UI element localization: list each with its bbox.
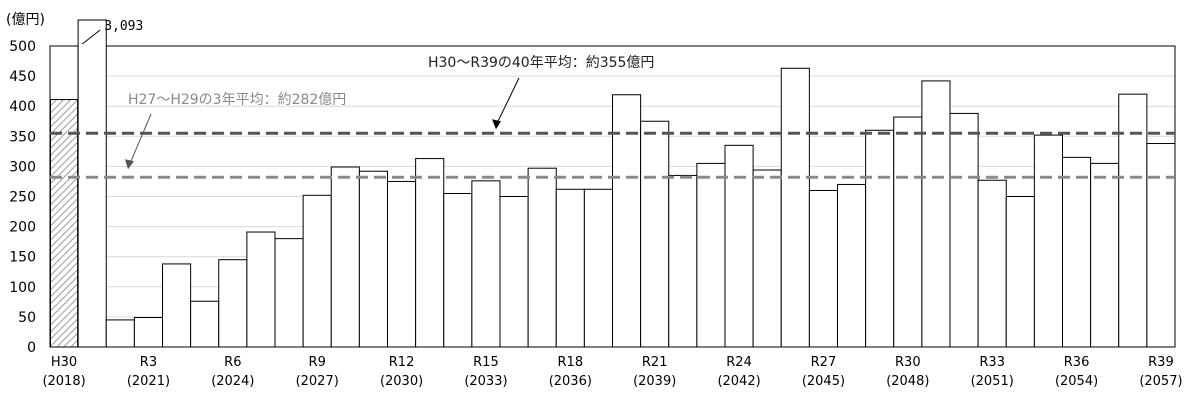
bar-R37 bbox=[1090, 162, 1120, 348]
callout-leader bbox=[81, 29, 101, 45]
bar-R29 bbox=[865, 129, 895, 348]
x-tick-year-label: (2021) bbox=[127, 374, 170, 389]
bar-R7 bbox=[246, 231, 276, 348]
x-tick-year-label: (2051) bbox=[971, 374, 1014, 389]
y-tick-label: 100 bbox=[9, 280, 36, 296]
bar-R9 bbox=[302, 194, 332, 348]
y-tick-label: 450 bbox=[9, 69, 36, 85]
bar-R34 bbox=[1005, 196, 1035, 348]
x-tick-era-label: H30 bbox=[51, 355, 77, 370]
x-tick-era-label: R18 bbox=[558, 355, 584, 370]
x-tick-era-label: R3 bbox=[140, 355, 157, 370]
bar-R3 bbox=[133, 317, 163, 348]
reference-lines bbox=[50, 131, 1175, 179]
x-tick-era-label: R39 bbox=[1148, 355, 1174, 370]
bar-R4 bbox=[162, 263, 192, 348]
bar-R21 bbox=[640, 120, 670, 348]
bar-R38 bbox=[1118, 93, 1148, 348]
y-tick-label: 150 bbox=[9, 250, 36, 266]
avg-40yr-label: H30〜R39の40年平均：約355億円 bbox=[428, 55, 654, 71]
x-tick-era-label: R33 bbox=[979, 355, 1005, 370]
x-tick-era-label: R21 bbox=[642, 355, 668, 370]
bar-R13 bbox=[415, 158, 445, 348]
avg-3yr-arrow bbox=[130, 113, 152, 162]
y-tick-label: 300 bbox=[9, 159, 36, 175]
y-axis-unit-label: (億円) bbox=[6, 12, 45, 28]
bar-R27 bbox=[808, 189, 838, 348]
bar-R23 bbox=[696, 162, 726, 348]
y-tick-label: 400 bbox=[9, 99, 36, 115]
avg-3yr-arrowhead bbox=[125, 159, 134, 170]
bar-R20 bbox=[612, 94, 642, 348]
bar-R10 bbox=[330, 166, 360, 348]
x-tick-era-label: R27 bbox=[811, 355, 837, 370]
y-tick-label: 350 bbox=[9, 129, 36, 145]
bar-R39 bbox=[1146, 143, 1176, 348]
y-tick-label: 500 bbox=[9, 39, 36, 55]
y-tick-label: 50 bbox=[18, 310, 36, 326]
avg-3yr-label: H27〜H29の3年平均：約282億円 bbox=[128, 92, 346, 108]
bar-R18 bbox=[555, 188, 585, 348]
y-tick-label: 250 bbox=[9, 190, 36, 206]
callout-label: 3,093 bbox=[104, 19, 143, 34]
bar-R30 bbox=[893, 116, 923, 348]
bar-R6 bbox=[218, 259, 248, 348]
x-tick-era-label: R12 bbox=[389, 355, 415, 370]
bar-R12 bbox=[387, 180, 417, 348]
x-tick-year-label: (2045) bbox=[802, 374, 845, 389]
x-tick-year-label: (2042) bbox=[717, 374, 760, 389]
y-axis-ticks: 0 50 100 150 200 250 300 350 400 450 500 bbox=[9, 39, 36, 356]
y-tick-label: 200 bbox=[9, 220, 36, 236]
bar-R26 bbox=[780, 67, 810, 348]
bars bbox=[49, 19, 1176, 348]
bar-R8 bbox=[274, 238, 304, 348]
bar-H30-hatched bbox=[50, 99, 79, 348]
x-tick-era-label: R24 bbox=[726, 355, 752, 370]
x-tick-year-label: (2057) bbox=[1139, 374, 1182, 389]
x-tick-era-label: R30 bbox=[895, 355, 921, 370]
x-tick-year-label: (2039) bbox=[633, 374, 676, 389]
bar-R25 bbox=[752, 169, 782, 348]
bar-R17 bbox=[527, 167, 557, 348]
x-tick-era-label: R9 bbox=[309, 355, 326, 370]
bar-R1 bbox=[77, 19, 107, 348]
x-tick-year-label: (2036) bbox=[549, 374, 592, 389]
x-tick-era-label: R15 bbox=[473, 355, 499, 370]
bar-R36 bbox=[1062, 156, 1092, 348]
bar-R2 bbox=[105, 319, 135, 348]
bar-R15 bbox=[471, 180, 501, 348]
bar-R28 bbox=[837, 183, 867, 348]
annotations: 3,093 H30〜R39の40年平均：約355億円 H27〜H29の3年平均：約2… bbox=[81, 19, 654, 170]
bar-R5 bbox=[190, 300, 220, 348]
x-tick-year-label: (2048) bbox=[886, 374, 929, 389]
x-tick-year-label: (2033) bbox=[464, 374, 507, 389]
bar-R14 bbox=[443, 192, 473, 348]
x-tick-year-label: (2030) bbox=[380, 374, 423, 389]
x-tick-year-label: (2027) bbox=[296, 374, 339, 389]
y-tick-label: 0 bbox=[27, 340, 36, 356]
bar-R19 bbox=[583, 188, 613, 348]
avg-40yr-arrow bbox=[497, 77, 520, 122]
bar-R11 bbox=[358, 170, 388, 348]
x-tick-year-label: (2018) bbox=[42, 374, 85, 389]
x-axis-ticks: H30 (2018) R3 (2021) R6 (2024) R9 (2027) R12 (203… bbox=[42, 355, 1182, 389]
bar-R33 bbox=[977, 179, 1007, 348]
bar-R35 bbox=[1033, 134, 1063, 348]
bar-R31 bbox=[921, 80, 951, 348]
bar-R16 bbox=[499, 196, 529, 348]
bar-R24 bbox=[724, 144, 754, 348]
bar-R22 bbox=[668, 174, 698, 348]
x-tick-era-label: R36 bbox=[1064, 355, 1090, 370]
avg-40yr-arrowhead bbox=[492, 119, 501, 130]
x-tick-year-label: (2054) bbox=[1055, 374, 1098, 389]
x-tick-era-label: R6 bbox=[224, 355, 241, 370]
bar-R32 bbox=[949, 112, 979, 348]
x-tick-year-label: (2024) bbox=[211, 374, 254, 389]
